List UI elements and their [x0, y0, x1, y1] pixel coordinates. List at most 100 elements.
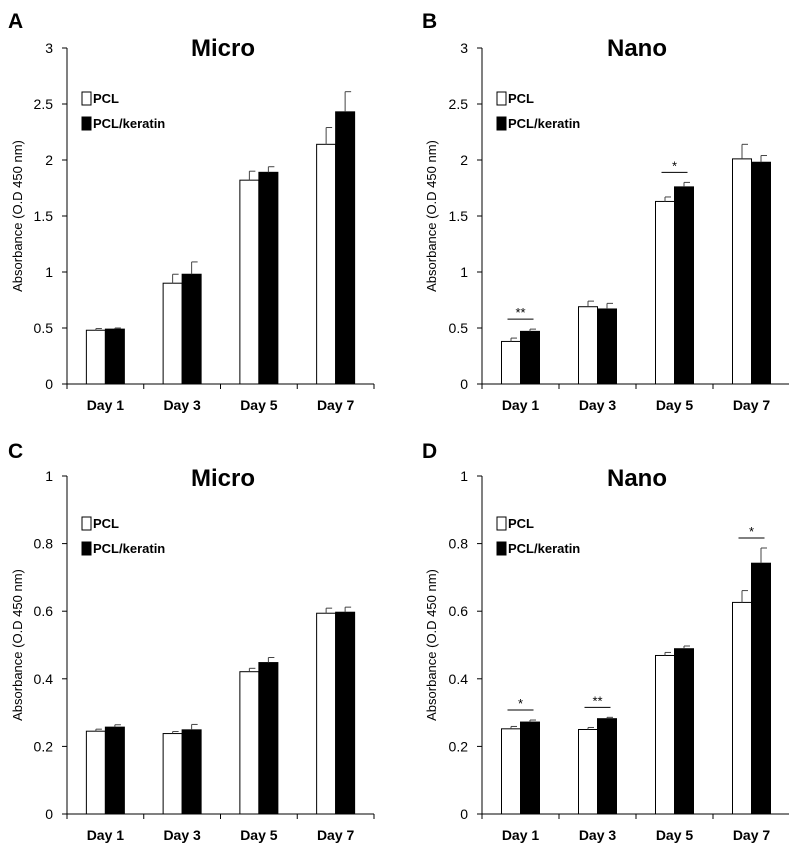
bar-pcl [655, 654, 675, 815]
x-tick-label: Day 7 [733, 397, 771, 413]
x-tick-label: Day 7 [317, 397, 355, 413]
y-tick-label: 0.5 [449, 320, 469, 336]
x-tick-label: Day 1 [502, 827, 540, 843]
bar-pcl [316, 612, 337, 815]
bar-pcl [85, 730, 106, 815]
y-tick-label: 2.5 [449, 96, 469, 112]
legend-swatch [81, 116, 92, 131]
x-tick-label: Day 5 [656, 397, 694, 413]
legend-swatch [496, 541, 507, 556]
legend-label: PCL [508, 91, 534, 106]
significance-marker: ** [515, 305, 525, 320]
bar-pcl [501, 340, 521, 385]
bar-pcl-keratin [104, 726, 125, 815]
legend-label: PCL/keratin [508, 116, 580, 131]
y-tick-label: 2.5 [34, 96, 54, 112]
y-tick-label: 0.2 [449, 738, 469, 754]
bar-pcl-keratin [520, 330, 540, 385]
bar-pcl-keratin [520, 721, 540, 815]
y-tick-label: 0.4 [449, 671, 469, 687]
bar-pcl-keratin [181, 273, 202, 385]
bar-pcl-keratin [258, 171, 279, 385]
legend-label: PCL/keratin [93, 541, 165, 556]
y-tick-label: 1 [45, 264, 53, 280]
panel-letter: B [422, 10, 437, 33]
x-tick-label: Day 5 [240, 397, 278, 413]
y-tick-label: 0 [45, 376, 53, 392]
bar-pcl-keratin [674, 648, 694, 815]
panel-letter: D [422, 440, 437, 463]
chart-title: Nano [607, 465, 667, 492]
y-tick-label: 0 [45, 806, 53, 822]
y-tick-label: 0.6 [449, 603, 469, 619]
y-tick-label: 0.5 [34, 320, 54, 336]
significance-marker: * [518, 696, 523, 711]
chart-panel-d: D Nano Absorbance (O.D 450 nm) 0 0.2 0.4 0.6 0.… [422, 440, 789, 843]
bar-pcl [316, 143, 337, 385]
y-axis-label: Absorbance (O.D 450 nm) [10, 569, 25, 721]
chart-panel-c: C Micro Absorbance (O.D 450 nm) 0 0.2 0.4 0.6 0… [8, 440, 375, 843]
y-tick-label: 2 [45, 152, 53, 168]
legend-label: PCL/keratin [93, 116, 165, 131]
significance-marker: ** [592, 693, 602, 708]
y-tick-label: 1 [460, 264, 468, 280]
bar-pcl-keratin [597, 718, 617, 815]
y-tick-label: 1 [460, 468, 468, 484]
x-tick-label: Day 7 [317, 827, 355, 843]
bar-pcl [732, 158, 752, 385]
y-tick-label: 2 [460, 152, 468, 168]
bar-pcl-keratin [751, 161, 771, 385]
y-tick-label: 1 [45, 468, 53, 484]
x-tick-label: Day 3 [163, 397, 201, 413]
bar-pcl-keratin [258, 662, 279, 815]
legend-swatch [496, 91, 507, 106]
y-tick-label: 0.8 [449, 536, 469, 552]
x-tick-label: Day 5 [656, 827, 694, 843]
y-tick-label: 0.4 [34, 671, 54, 687]
x-tick-label: Day 3 [579, 397, 617, 413]
significance-marker: * [749, 524, 754, 539]
panel-letter: A [8, 10, 23, 33]
x-tick-label: Day 5 [240, 827, 278, 843]
y-tick-label: 0.2 [34, 738, 54, 754]
bar-pcl-keratin [597, 308, 617, 385]
significance-marker: * [672, 158, 677, 173]
y-tick-label: 0.6 [34, 603, 54, 619]
chart-title: Micro [191, 465, 255, 492]
bar-pcl [162, 282, 183, 385]
y-tick-label: 3 [45, 40, 53, 56]
bar-pcl [501, 728, 521, 815]
bar-pcl-keratin [751, 562, 771, 815]
x-tick-label: Day 3 [163, 827, 201, 843]
bar-pcl [578, 306, 598, 385]
bar-pcl-keratin [335, 111, 356, 385]
bar-pcl [655, 200, 675, 385]
bar-pcl [162, 733, 183, 815]
legend-label: PCL [93, 91, 119, 106]
bar-pcl-keratin [674, 186, 694, 385]
legend-swatch [81, 516, 92, 531]
bar-pcl-keratin [104, 328, 125, 385]
chart-panel-b: B Nano Absorbance (O.D 450 nm) 0 0.5 1 1.5 2 2.5… [422, 10, 789, 413]
x-tick-label: Day 1 [502, 397, 540, 413]
bar-pcl [239, 671, 260, 815]
bar-pcl [85, 329, 106, 385]
bar-pcl [239, 179, 260, 385]
bar-pcl-keratin [181, 729, 202, 815]
bar-pcl [578, 729, 598, 815]
x-tick-label: Day 1 [87, 827, 125, 843]
legend-swatch [81, 541, 92, 556]
legend-label: PCL/keratin [508, 541, 580, 556]
y-tick-label: 3 [460, 40, 468, 56]
y-tick-label: 1.5 [449, 208, 469, 224]
y-axis-label: Absorbance (O.D 450 nm) [424, 569, 439, 721]
x-tick-label: Day 7 [733, 827, 771, 843]
legend-swatch [81, 91, 92, 106]
chart-title: Nano [607, 35, 667, 62]
y-axis-label: Absorbance (O.D 450 nm) [424, 140, 439, 292]
x-tick-label: Day 3 [579, 827, 617, 843]
legend-swatch [496, 116, 507, 131]
panel-letter: C [8, 440, 23, 463]
y-tick-label: 1.5 [34, 208, 54, 224]
